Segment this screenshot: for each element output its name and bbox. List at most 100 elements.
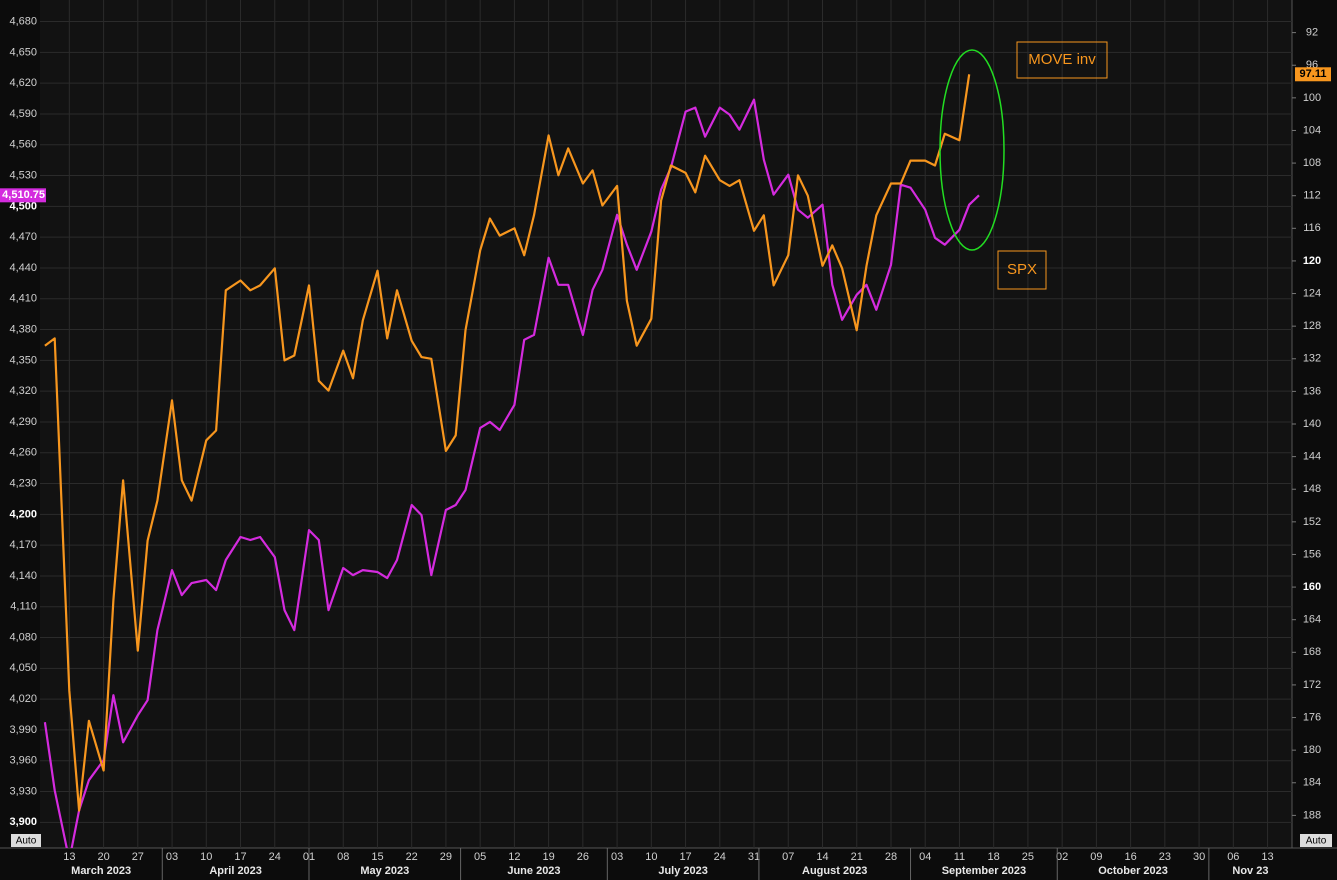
x-tick-label: 03 xyxy=(611,851,623,863)
y2-tick-label: 100 xyxy=(1303,92,1321,104)
y2-tick-label: 124 xyxy=(1303,287,1321,299)
y-tick-label: 3,930 xyxy=(9,785,37,797)
series-line xyxy=(43,98,980,848)
last-value-label: 4,510.75 xyxy=(2,189,45,201)
legend-label: MOVE inv xyxy=(1028,51,1096,68)
y-tick-label: 4,620 xyxy=(9,77,37,89)
y-tick-label: 4,410 xyxy=(9,293,37,305)
x-tick-label: 27 xyxy=(132,851,144,863)
last-value-label: 97.11 xyxy=(1300,68,1327,80)
y2-tick-label: 120 xyxy=(1303,255,1321,267)
last-value-tag xyxy=(1295,67,1331,82)
x-tick-label: 06 xyxy=(1227,851,1239,863)
x-tick-label: 04 xyxy=(919,851,931,863)
y-tick-label: 4,440 xyxy=(9,262,37,274)
y2-tick-label: 112 xyxy=(1303,190,1321,202)
month-label: June 2023 xyxy=(507,865,560,877)
button-bg[interactable] xyxy=(11,834,41,847)
y2-tick-label: 164 xyxy=(1303,614,1321,626)
y-tick-label: 4,140 xyxy=(9,570,37,582)
y-tick-label: 4,320 xyxy=(9,385,37,397)
x-tick-label: 20 xyxy=(97,851,109,863)
y2-tick-label: 132 xyxy=(1303,353,1321,365)
y2-tick-label: 184 xyxy=(1303,777,1321,789)
y-tick-label: 4,530 xyxy=(9,169,37,181)
x-tick-label: 03 xyxy=(166,851,178,863)
series-line xyxy=(44,74,971,812)
button-bg[interactable] xyxy=(1300,834,1332,847)
y-tick-label: 3,990 xyxy=(9,724,37,736)
button-label[interactable]: Auto xyxy=(16,836,37,847)
highlight-ellipse xyxy=(939,49,1005,251)
y2-tick-label: 128 xyxy=(1303,320,1321,332)
x-tick-label: 24 xyxy=(714,851,726,863)
x-tick-label: 13 xyxy=(1261,851,1273,863)
plot-area xyxy=(40,0,1292,848)
x-tick-label: 11 xyxy=(954,851,965,863)
y2-tick-label: 156 xyxy=(1303,548,1321,560)
y-tick-label: 4,080 xyxy=(9,631,37,643)
x-tick-label: 10 xyxy=(645,851,657,863)
y-tick-label: 4,590 xyxy=(9,108,37,120)
y2-tick-label: 136 xyxy=(1303,385,1321,397)
y2-tick-label: 176 xyxy=(1303,711,1321,723)
month-label: August 2023 xyxy=(802,865,867,877)
x-tick-label: 07 xyxy=(782,851,794,863)
x-tick-label: 13 xyxy=(63,851,75,863)
y2-tick-label: 152 xyxy=(1303,516,1321,528)
y-tick-label: 4,470 xyxy=(9,231,37,243)
x-tick-label: 30 xyxy=(1193,851,1205,863)
y-tick-label: 4,500 xyxy=(9,200,37,212)
legend-box xyxy=(997,250,1047,290)
x-tick-label: 14 xyxy=(816,851,828,863)
x-tick-label: 31 xyxy=(748,851,760,863)
x-tick-label: 25 xyxy=(1022,851,1034,863)
month-label: October 2023 xyxy=(1098,865,1168,877)
x-tick-label: 26 xyxy=(577,851,589,863)
month-label: Nov 23 xyxy=(1232,865,1268,877)
x-tick-label: 21 xyxy=(851,851,863,863)
x-tick-label: 02 xyxy=(1056,851,1068,863)
y-tick-label: 4,260 xyxy=(9,447,37,459)
y2-tick-label: 180 xyxy=(1303,744,1321,756)
y-tick-label: 3,960 xyxy=(9,755,37,767)
y-tick-label: 4,290 xyxy=(9,416,37,428)
x-tick-label: 09 xyxy=(1090,851,1102,863)
legend-label: SPX xyxy=(1007,261,1037,278)
legend-spx: SPX xyxy=(997,250,1047,290)
x-tick-label: 19 xyxy=(543,851,555,863)
x-tick-label: 16 xyxy=(1124,851,1136,863)
auto-button-right[interactable]: Auto xyxy=(1300,834,1332,847)
y-tick-label: 4,680 xyxy=(9,15,37,27)
x-tick-label: 15 xyxy=(371,851,383,863)
month-label: March 2023 xyxy=(71,865,131,877)
y2-tick-label: 108 xyxy=(1303,157,1321,169)
month-label: May 2023 xyxy=(360,865,409,877)
x-tick-label: 22 xyxy=(406,851,418,863)
x-tick-label: 10 xyxy=(200,851,212,863)
y-tick-label: 3,900 xyxy=(9,816,37,828)
y-tick-label: 4,650 xyxy=(9,46,37,58)
y-tick-label: 4,230 xyxy=(9,477,37,489)
y2-tick-label: 140 xyxy=(1303,418,1321,430)
y2-tick-label: 116 xyxy=(1303,222,1321,234)
x-tick-label: 08 xyxy=(337,851,349,863)
y-tick-label: 4,050 xyxy=(9,662,37,674)
grid xyxy=(40,0,1292,848)
y2-tick-label: 92 xyxy=(1306,27,1318,39)
button-label[interactable]: Auto xyxy=(1306,836,1327,847)
y-tick-label: 4,110 xyxy=(10,601,37,613)
y2-tick-label: 148 xyxy=(1303,483,1321,495)
x-tick-label: 17 xyxy=(234,851,246,863)
month-label: April 2023 xyxy=(209,865,262,877)
y-tick-label: 4,170 xyxy=(9,539,37,551)
x-tick-label: 12 xyxy=(508,851,520,863)
x-tick-label: 23 xyxy=(1159,851,1171,863)
x-tick-label: 24 xyxy=(269,851,281,863)
last-value-tag xyxy=(0,188,46,203)
y-tick-label: 4,560 xyxy=(9,139,37,151)
auto-button-left[interactable]: Auto xyxy=(11,834,41,847)
legend-box xyxy=(1016,41,1108,79)
y2-tick-label: 144 xyxy=(1303,451,1321,463)
